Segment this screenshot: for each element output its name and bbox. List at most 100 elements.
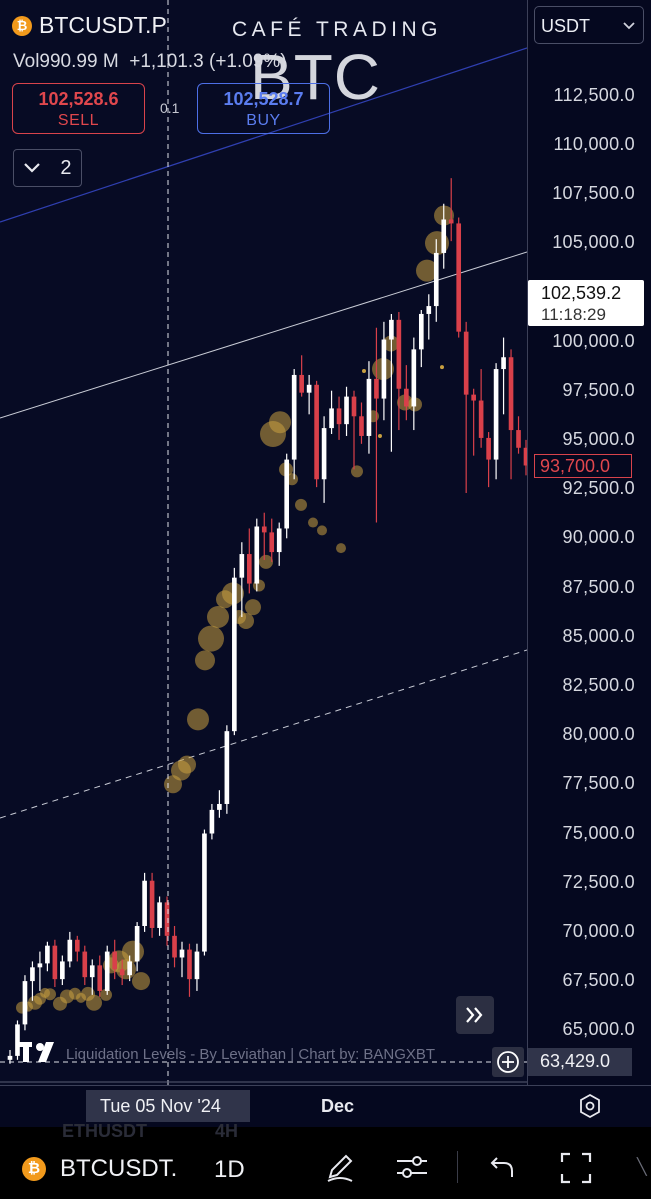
- candle: [67, 931, 73, 968]
- bar-countdown: 11:18:29: [541, 305, 606, 324]
- candle-body: [22, 981, 28, 1025]
- candle: [22, 975, 28, 1031]
- candle: [164, 896, 170, 946]
- candle-body: [351, 396, 357, 417]
- toolbar-divider: [457, 1151, 458, 1183]
- candle-body: [224, 731, 230, 804]
- candle-body: [15, 1024, 20, 1056]
- candle: [426, 294, 432, 340]
- liquidation-bubble: [351, 465, 363, 478]
- buy-button[interactable]: 102,528.7 BUY: [197, 83, 330, 134]
- candle: [60, 955, 65, 986]
- sell-label: SELL: [57, 112, 100, 129]
- price-tick-label: 82,500.0: [562, 674, 635, 695]
- candle-body: [396, 319, 402, 389]
- candle: [314, 380, 319, 488]
- chart-area[interactable]: CAFÉ TRADING BTC ₿ BTCUSDT.P Vol990.99 M…: [0, 0, 527, 1085]
- candle: [448, 178, 454, 242]
- symbol-selector[interactable]: ₿ BTCUSDT.: [22, 1155, 177, 1183]
- candle: [411, 337, 417, 431]
- drawing-tool-button[interactable]: [322, 1149, 358, 1185]
- candle-body: [112, 951, 118, 970]
- crosshair-date: Tue 05 Nov '24: [100, 1096, 221, 1116]
- candle: [486, 432, 491, 488]
- candle-body: [516, 430, 521, 448]
- candle: [224, 725, 230, 814]
- liquidation-bubble: [317, 525, 327, 536]
- indicators-button[interactable]: [393, 1149, 431, 1185]
- candle-body: [441, 219, 447, 253]
- candle: [37, 951, 43, 991]
- timeframe-selector[interactable]: 1D: [214, 1156, 245, 1183]
- candle-body: [381, 339, 387, 399]
- candle-body: [314, 384, 319, 480]
- time-axis[interactable]: Tue 05 Nov '24 Dec: [0, 1085, 651, 1128]
- liquidation-bubble: [187, 708, 209, 731]
- candle: [359, 402, 364, 444]
- candle-body: [187, 949, 192, 980]
- sliders-icon: [397, 1156, 427, 1178]
- candle-body: [463, 331, 469, 395]
- candlestick-chart[interactable]: [0, 0, 527, 1085]
- indicator-count: 2: [60, 156, 72, 179]
- candle: [284, 453, 290, 539]
- candle-body: [523, 447, 527, 466]
- candle-body: [67, 939, 73, 962]
- candle-body: [82, 951, 88, 978]
- currency-select[interactable]: USDT: [534, 6, 644, 44]
- price-tick-label: 107,500.0: [552, 182, 635, 203]
- watermark-big: BTC: [250, 41, 381, 113]
- crosshair-date-label: Tue 05 Nov '24: [86, 1090, 250, 1122]
- pencil-icon: [327, 1154, 353, 1182]
- scroll-to-latest-button[interactable]: [456, 996, 494, 1034]
- toolbar-symbol: BTCUSDT.: [60, 1155, 178, 1182]
- candle: [112, 939, 118, 980]
- undo-icon: [490, 1157, 513, 1177]
- ghost-timeframe: 4H: [215, 1121, 239, 1141]
- candle: [418, 310, 424, 368]
- candle-body: [336, 408, 342, 425]
- attribution-text: Liquidation Levels - By Leviathan | Char…: [66, 1046, 436, 1063]
- candle: [179, 941, 185, 978]
- sell-button[interactable]: 102,528.6 SELL: [12, 83, 145, 134]
- crosshair-price-label: 63,429.0: [528, 1048, 632, 1076]
- candle-body: [261, 526, 267, 533]
- expand-icon: [466, 1007, 483, 1023]
- chart-settings-button[interactable]: [577, 1092, 603, 1120]
- candle-body: [374, 378, 379, 399]
- candle-body: [119, 969, 125, 976]
- candle: [30, 961, 35, 1001]
- undo-button[interactable]: [484, 1151, 518, 1183]
- crosshair-plus-button[interactable]: [492, 1047, 524, 1077]
- candle: [299, 355, 304, 397]
- candle: [344, 386, 349, 436]
- liquidation-bubble: [132, 972, 150, 991]
- liquidation-bubble: [122, 940, 144, 963]
- liquidation-bubble: [336, 543, 346, 554]
- candle: [366, 361, 372, 454]
- price-axis[interactable]: USDT 112,500.0 110,000.0 107,500.0 105,000.…: [527, 0, 651, 1085]
- ghost-symbol: ETHUSDT: [62, 1121, 147, 1141]
- candle: [291, 369, 297, 480]
- liquidation-bubble: [269, 411, 291, 434]
- candle-body: [344, 396, 349, 425]
- candle: [239, 542, 245, 618]
- price-tick-label: 70,000.0: [562, 920, 635, 941]
- symbol-row[interactable]: ₿ BTCUSDT.P: [12, 12, 167, 39]
- liquidation-bubble: [44, 988, 56, 1001]
- candle: [97, 955, 103, 997]
- candle: [501, 337, 506, 415]
- blue-trendline: [0, 47, 527, 223]
- candle: [52, 939, 58, 988]
- candle-body: [359, 416, 364, 436]
- candle: [381, 321, 387, 421]
- indicators-toggle[interactable]: 2: [13, 149, 82, 187]
- liquidation-bubble: [259, 554, 273, 569]
- candle: [119, 959, 125, 986]
- buy-label: BUY: [246, 112, 281, 129]
- candle-body: [157, 902, 162, 928]
- fullscreen-button[interactable]: [558, 1150, 594, 1186]
- candle: [15, 1020, 20, 1060]
- candle: [396, 311, 402, 431]
- liquidation-bubble: [195, 650, 215, 671]
